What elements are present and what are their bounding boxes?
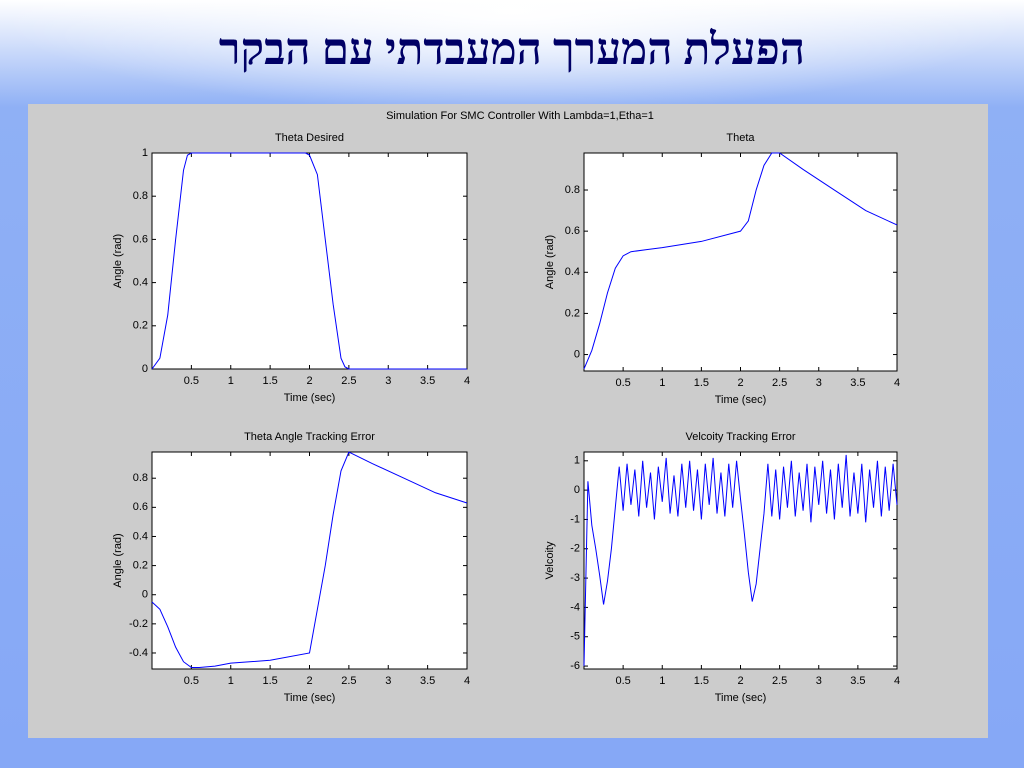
x-tick-label: 3: [385, 375, 391, 387]
y-axis-label: Velcoity: [544, 541, 556, 579]
y-axis-label: Angle (rad): [112, 234, 124, 288]
x-tick-label: 3.5: [850, 377, 865, 389]
x-tick-label: 1.5: [262, 375, 277, 387]
x-tick-label: 0.5: [184, 675, 199, 687]
x-tick-label: 3: [816, 675, 822, 687]
x-axis-label: Time (sec): [284, 392, 336, 404]
x-tick-label: 2.5: [772, 675, 787, 687]
y-tick-label: 0: [574, 484, 580, 496]
y-tick-label: 0: [574, 348, 580, 360]
y-tick-label: 0: [142, 589, 148, 601]
plot-area: [583, 152, 898, 372]
x-tick-label: 0.5: [615, 377, 630, 389]
data-line: [151, 152, 467, 370]
data-line: [583, 454, 898, 667]
x-tick-label: 2.5: [341, 375, 356, 387]
y-tick-label: 0.2: [565, 307, 580, 319]
y-tick-label: 0.6: [565, 225, 580, 237]
chart-title: Theta Desired: [275, 132, 344, 144]
plot-area: [151, 451, 468, 670]
x-axis-label: Time (sec): [715, 692, 767, 704]
data-line: [151, 451, 468, 669]
y-tick-label: -4: [570, 601, 580, 613]
y-tick-label: 1: [574, 455, 580, 467]
x-tick-label: 0.5: [184, 375, 199, 387]
x-tick-label: 4: [894, 377, 900, 389]
figure-title: Simulation For SMC Controller With Lambd…: [386, 110, 654, 122]
y-tick-label: 0.8: [133, 190, 148, 202]
x-tick-label: 0.5: [615, 675, 630, 687]
y-tick-label: 0.8: [133, 472, 148, 484]
y-tick-label: -5: [570, 631, 580, 643]
y-tick-label: 0.6: [133, 501, 148, 513]
y-tick-label: 0.6: [133, 233, 148, 245]
x-tick-label: 2.5: [772, 377, 787, 389]
x-tick-label: 3: [385, 675, 391, 687]
y-tick-label: 0: [142, 363, 148, 375]
x-tick-label: 3.5: [420, 675, 435, 687]
y-tick-label: -0.4: [129, 647, 148, 659]
y-tick-label: 0.2: [133, 320, 148, 332]
plot-area: [151, 152, 468, 370]
x-tick-label: 1: [659, 377, 665, 389]
chart-title: Velcoity Tracking Error: [685, 431, 795, 443]
x-tick-label: 1.5: [262, 675, 277, 687]
x-tick-label: 1.5: [694, 675, 709, 687]
x-axis-label: Time (sec): [284, 692, 336, 704]
y-tick-label: 0.4: [565, 266, 580, 278]
x-tick-label: 2: [306, 675, 312, 687]
y-tick-label: -2: [570, 543, 580, 555]
y-tick-label: 0.2: [133, 560, 148, 572]
x-tick-label: 2: [306, 375, 312, 387]
x-tick-label: 4: [894, 675, 900, 687]
y-tick-label: -1: [570, 513, 580, 525]
slide-title: הפעלת המערך המעבדתי עם הבקר: [219, 25, 805, 74]
x-tick-label: 1.5: [694, 377, 709, 389]
y-tick-label: -6: [570, 660, 580, 672]
y-tick-label: -3: [570, 572, 580, 584]
y-tick-label: 0.4: [133, 277, 148, 289]
x-tick-label: 2: [737, 377, 743, 389]
data-line: [583, 152, 898, 370]
y-axis-label: Angle (rad): [112, 533, 124, 587]
x-tick-label: 1: [228, 675, 234, 687]
x-tick-label: 4: [464, 675, 470, 687]
x-tick-label: 1: [659, 675, 665, 687]
chart-title: Theta Angle Tracking Error: [244, 431, 375, 443]
y-tick-label: 0.8: [565, 184, 580, 196]
x-tick-label: 2: [737, 675, 743, 687]
x-tick-label: 3: [816, 377, 822, 389]
x-tick-label: 4: [464, 375, 470, 387]
chart-title: Theta: [726, 132, 755, 144]
y-tick-label: 0.4: [133, 530, 148, 542]
x-tick-label: 3.5: [420, 375, 435, 387]
x-tick-label: 2.5: [341, 675, 356, 687]
x-axis-label: Time (sec): [715, 394, 767, 406]
y-tick-label: 1: [142, 147, 148, 159]
x-tick-label: 1: [228, 375, 234, 387]
y-axis-label: Angle (rad): [544, 235, 556, 289]
y-tick-label: -0.2: [129, 618, 148, 630]
plot-area: [583, 451, 898, 670]
x-tick-label: 3.5: [850, 675, 865, 687]
